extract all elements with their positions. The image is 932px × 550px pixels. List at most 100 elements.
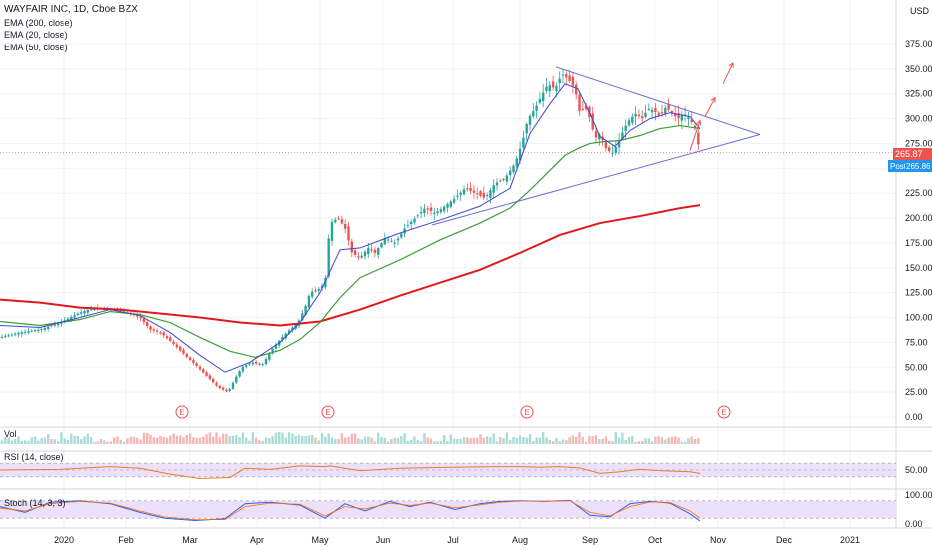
volume-bar — [456, 438, 459, 444]
candle-body — [581, 108, 584, 110]
candle-body — [169, 337, 172, 341]
candle-body — [261, 364, 264, 366]
volume-bar — [30, 437, 33, 444]
volume-bar — [142, 432, 146, 444]
candle-body — [561, 74, 565, 76]
candle-body — [433, 212, 436, 214]
volume-bar — [350, 433, 353, 444]
volume-bar — [50, 439, 53, 444]
volume-bar — [357, 438, 360, 444]
candle-body — [205, 372, 208, 376]
stoch-band — [0, 500, 896, 519]
legend-ema50[interactable]: EMA (50, close) — [4, 42, 68, 52]
price-tick-4: 275.00 — [905, 138, 932, 148]
candle-body — [551, 81, 555, 88]
candle-body — [667, 104, 670, 110]
volume-bar — [291, 433, 294, 444]
rsi-tick: 50.00 — [905, 465, 928, 475]
volume-bar — [192, 437, 195, 444]
candle-body — [324, 277, 327, 288]
stoch-tick-100: 100.00 — [905, 490, 932, 500]
volume-bar — [23, 440, 27, 444]
indicator-lines — [0, 66, 761, 522]
post-price-value: 265.86 — [906, 162, 931, 171]
volume-bar — [512, 436, 515, 444]
projection-arrowhead-0 — [695, 119, 702, 126]
volume-bar — [182, 437, 185, 444]
time-tick-4: May — [311, 535, 329, 545]
volume-bar — [617, 437, 621, 444]
candle-body — [485, 195, 489, 197]
post-label: Post — [890, 162, 907, 171]
volume-bar — [413, 436, 416, 444]
candle-body — [4, 336, 7, 338]
price-axis[interactable]: 375.00350.00325.00300.00275.00250.00225.… — [905, 39, 932, 529]
candle-body — [522, 137, 525, 148]
time-tick-6: Jul — [447, 535, 459, 545]
volume-bar — [324, 436, 327, 444]
candle-body — [254, 362, 258, 364]
volume-bar — [611, 440, 614, 444]
volume-bar — [53, 439, 56, 444]
volume-bar — [551, 441, 555, 444]
candle-body — [654, 107, 657, 113]
candle-body — [459, 192, 462, 195]
candle-body — [535, 105, 538, 111]
volume-bar — [99, 439, 103, 444]
candle-body — [76, 313, 80, 315]
volume-bar — [439, 441, 443, 444]
earnings-marker-3 — [717, 405, 731, 419]
volume-bar — [83, 436, 86, 444]
candle-body — [284, 333, 287, 339]
volume-bar — [149, 434, 152, 444]
volume-bar — [528, 434, 532, 444]
volume-bar — [271, 436, 274, 444]
candle-body — [429, 207, 433, 212]
stoch-label: Stoch (14, 3, 3) — [4, 498, 66, 508]
volume-label: Vol — [4, 429, 17, 439]
volume-bar — [327, 433, 330, 444]
volume-bar — [403, 433, 406, 444]
earnings-label-2: E — [524, 408, 529, 417]
grid — [0, 0, 896, 528]
candle-body — [311, 291, 314, 297]
candle-body — [489, 190, 492, 198]
candle-body — [690, 120, 693, 122]
candle-body — [383, 238, 386, 245]
volume-bar — [370, 437, 373, 444]
volume-bar — [624, 439, 627, 444]
candle-body — [446, 204, 449, 208]
candle-body — [152, 329, 155, 331]
candle-body — [548, 85, 551, 92]
volume-bar — [641, 440, 644, 444]
volume-bar — [66, 439, 70, 444]
candle-body — [188, 357, 192, 361]
volume-bar — [7, 437, 10, 444]
candle-body — [515, 158, 518, 167]
legend-ema200[interactable]: EMA (200, close) — [4, 18, 73, 28]
candle-body — [370, 249, 373, 251]
legend-ema20[interactable]: EMA (20, close) — [4, 30, 68, 40]
projection-arrowhead-2 — [728, 61, 734, 68]
candle-body — [264, 358, 268, 365]
time-tick-1: Feb — [118, 535, 134, 545]
volume-bar — [509, 439, 512, 444]
volume-bar — [258, 440, 261, 444]
volume-bar — [664, 439, 667, 444]
time-axis[interactable]: 2020 Feb Mar Apr May Jun Jul Aug Sep Oct Nov Dec 202… — [54, 535, 860, 545]
volume-bar — [637, 441, 641, 444]
volume-bar — [86, 433, 89, 444]
volume-bar — [373, 441, 377, 444]
candle-body — [462, 189, 466, 195]
candle-body — [594, 131, 598, 138]
price-tick-11: 100.00 — [905, 313, 932, 323]
volume-bar — [406, 440, 410, 444]
candle-body — [212, 378, 215, 383]
candle-body — [281, 336, 284, 340]
candle-body — [231, 382, 235, 389]
time-tick-10: Nov — [710, 535, 727, 545]
volume-bar — [43, 437, 47, 444]
candle-body — [505, 175, 509, 182]
